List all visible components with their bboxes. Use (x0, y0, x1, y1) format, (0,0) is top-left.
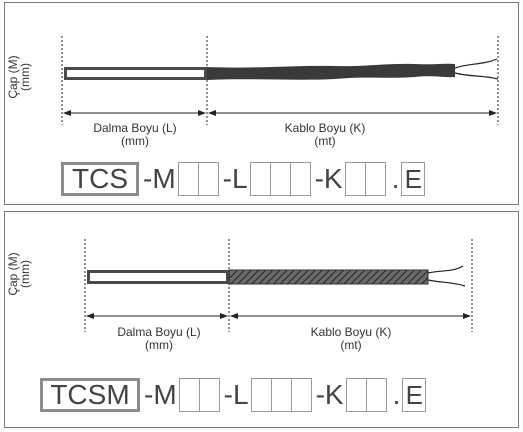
wire-end-1 (454, 58, 498, 69)
immersion-length-text: Dalma Boyu (L) (93, 121, 177, 135)
code-k-label: -K (314, 163, 343, 194)
diameter-label: Çap (M) (mm) (6, 49, 32, 105)
code-m-boxes (178, 378, 220, 412)
cable-length-unit: (mt) (314, 134, 336, 148)
code-input-box[interactable] (198, 378, 220, 412)
code-input-box[interactable] (364, 162, 386, 196)
tcsm-diagram-panel: Çap (M) (mm) Dalma Boyu (L) (mm) Kablo B… (4, 211, 519, 428)
code-input-box[interactable] (344, 162, 366, 196)
code-m-label: -M (144, 379, 177, 410)
diameter-unit-text: (mm) (18, 260, 32, 288)
immersion-length-unit: (mm) (121, 134, 149, 148)
diameter-unit-text: (mm) (18, 63, 32, 91)
immersion-length-label: Dalma Boyu (L) (mm) (89, 326, 229, 352)
code-e-box: E (402, 378, 427, 412)
probe-sheath-inner (67, 70, 204, 77)
probe-sheath-inner (90, 273, 226, 281)
order-code-tcs: TCS -M -L -K . E (61, 162, 426, 196)
immersion-length-unit: (mm) (145, 338, 173, 352)
code-input-box[interactable] (289, 162, 311, 196)
code-m-label: -M (143, 163, 176, 194)
arrow-head (463, 313, 471, 319)
immersion-length-label: Dalma Boyu (L) (mm) (65, 122, 205, 148)
wire-end-1 (427, 265, 464, 274)
code-prefix: TCSM (40, 378, 140, 412)
code-dot: . (391, 163, 400, 194)
cable-length-label: Kablo Boyu (K) (mt) (281, 326, 421, 352)
arrow-head (489, 110, 497, 116)
cable-length-unit: (mt) (340, 338, 362, 352)
tcs-drawing (61, 36, 499, 125)
code-input-box[interactable] (365, 378, 387, 412)
code-input-box[interactable] (269, 162, 291, 196)
immersion-length-text: Dalma Boyu (L) (117, 325, 201, 339)
wire-end-2 (454, 72, 499, 80)
arrow-head (198, 110, 206, 116)
diameter-label: Çap (M) (mm) (6, 246, 32, 302)
cable-body (207, 63, 455, 80)
code-input-box[interactable] (177, 162, 199, 196)
code-input-box[interactable] (290, 378, 312, 412)
tcs-diagram-panel: Çap (M) (mm) Dalma Boyu (L) (mm) Kablo B… (4, 2, 519, 205)
wire-end-2 (427, 279, 466, 287)
arrow-head (86, 313, 94, 319)
code-l-label: -L (222, 163, 248, 194)
cable-length-label: Kablo Boyu (K) (mt) (255, 122, 395, 148)
code-input-box[interactable] (250, 378, 272, 412)
arrow-head (208, 110, 216, 116)
code-input-box[interactable] (249, 162, 271, 196)
arrow-head (63, 110, 71, 116)
code-l-boxes (249, 162, 311, 196)
code-input-box[interactable] (178, 378, 200, 412)
code-e-box: E (401, 162, 426, 196)
code-l-boxes (250, 378, 312, 412)
order-code-tcsm: TCSM -M -L -K . E (40, 378, 427, 412)
code-k-boxes (344, 162, 386, 196)
code-input-box[interactable] (197, 162, 219, 196)
code-prefix: TCS (61, 162, 139, 196)
arrow-head (230, 313, 238, 319)
code-l-label: -L (223, 379, 249, 410)
tcsm-drawing (84, 239, 473, 332)
code-k-label: -K (315, 379, 344, 410)
braided-cable-body (228, 269, 429, 285)
code-dot: . (392, 379, 401, 410)
arrow-head (220, 313, 228, 319)
code-m-boxes (177, 162, 219, 196)
code-k-boxes (345, 378, 387, 412)
code-input-box[interactable] (270, 378, 292, 412)
cable-length-text: Kablo Boyu (K) (284, 121, 366, 135)
cable-length-text: Kablo Boyu (K) (310, 325, 392, 339)
code-input-box[interactable] (345, 378, 367, 412)
